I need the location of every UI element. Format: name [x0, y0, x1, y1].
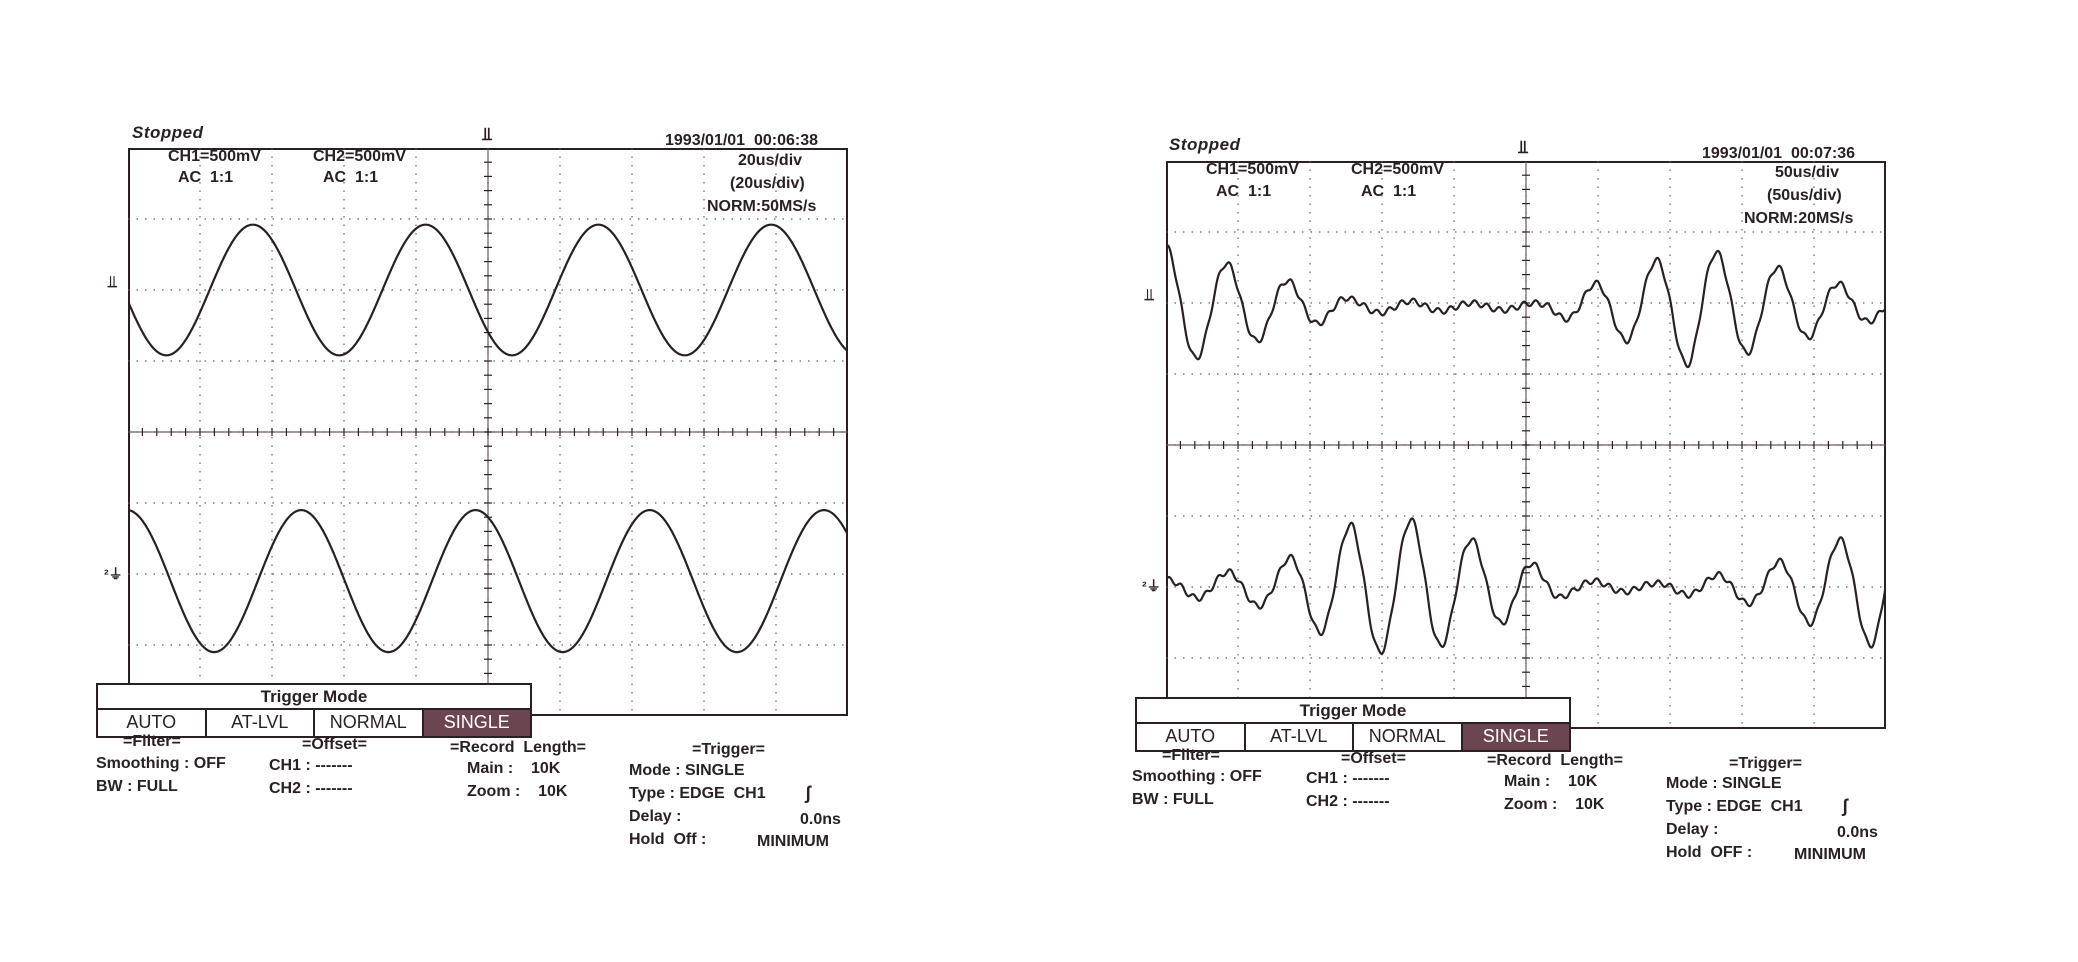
trigger-type: Type : EDGE CH1: [629, 785, 766, 802]
rising-edge-icon: ʃ: [805, 783, 811, 803]
timebase-label: 50us/div: [1775, 164, 1840, 181]
trigger-normal-button[interactable]: NORMAL: [315, 710, 424, 736]
trigger-holdoff-value: MINIMUM: [757, 833, 829, 850]
timebase-zoom-label: (50us/div): [1767, 187, 1842, 204]
datetime-label: 1993/01/01 00:06:38: [665, 132, 819, 149]
record-main: Main : 10K: [1504, 773, 1598, 790]
trigger-mode-title: Trigger Mode: [260, 687, 368, 706]
filter-header: =Filter=: [1162, 747, 1220, 764]
waveform-display: [128, 148, 848, 716]
trigger-single-button[interactable]: SINGLE: [1462, 724, 1569, 750]
scope-capture-left: Stopped 1993/01/01 00:06:38 ⫫ CH1=500mV …: [96, 123, 848, 850]
trigger-type: Type : EDGE CH1: [1666, 798, 1803, 815]
trigger-mode-menu: Trigger Mode AUTO AT-LVL NORMAL SINGLE: [1135, 697, 1571, 752]
trace-ch1: [128, 223, 848, 357]
filter-smoothing: Smoothing : OFF: [1132, 768, 1262, 785]
ch1-scale-label: CH1=500mV: [1206, 161, 1299, 178]
trace-ch1: [1166, 244, 1886, 369]
trigger-single-button[interactable]: SINGLE: [423, 710, 530, 736]
trigger-holdoff: Hold Off :: [629, 831, 707, 848]
trigger-holdoff: Hold OFF :: [1666, 844, 1753, 861]
trigger-delay: Delay :: [629, 808, 682, 825]
offset-header: =Offset=: [302, 736, 367, 753]
trigger-mode-menu: Trigger Mode AUTO AT-LVL NORMAL SINGLE: [96, 683, 532, 738]
trigger-auto-button[interactable]: AUTO: [1137, 724, 1246, 750]
timebase-label: 20us/div: [738, 152, 803, 169]
trigger-delay-value: 0.0ns: [800, 811, 841, 828]
trigger-auto-button[interactable]: AUTO: [98, 710, 207, 736]
scope-capture-right: Stopped 1993/01/01 00:07:36 ⫫ CH1=500mV …: [1039, 0, 2078, 962]
sampling-label: NORM:50MS/s: [707, 198, 817, 215]
record-header: =Record Length=: [1487, 752, 1624, 769]
ch1-coupling-label: AC 1:1: [1216, 183, 1272, 200]
timebase-zoom-label: (20us/div): [730, 175, 805, 192]
trigger-delay: Delay :: [1666, 821, 1719, 838]
rising-edge-icon: ʃ: [1842, 796, 1848, 816]
waveform-display: [1166, 161, 1886, 729]
trigger-position-marker-icon: ⫫: [482, 124, 493, 144]
status-label: Stopped: [132, 123, 204, 142]
ch1-coupling-label: AC 1:1: [178, 169, 234, 186]
ch2-ground-marker-icon: ²⏚: [104, 566, 123, 582]
trigger-mode: Mode : SINGLE: [1666, 775, 1782, 792]
ch2-coupling-label: AC 1:1: [323, 169, 379, 186]
record-main: Main : 10K: [467, 760, 561, 777]
offset-ch2: CH2 : -------: [269, 780, 353, 797]
record-zoom: Zoom : 10K: [467, 783, 568, 800]
status-label: Stopped: [1169, 135, 1241, 154]
ch2-scale-label: CH2=500mV: [1351, 161, 1444, 178]
trigger-normal-button[interactable]: NORMAL: [1354, 724, 1463, 750]
offset-header: =Offset=: [1341, 750, 1406, 767]
ch1-ground-marker-icon: ⫫: [108, 274, 117, 291]
trigger-mode-options: AUTO AT-LVL NORMAL SINGLE: [1137, 722, 1569, 750]
offset-ch2: CH2 : -------: [1306, 793, 1390, 810]
sampling-label: NORM:20MS/s: [1744, 210, 1854, 227]
ch2-coupling-label: AC 1:1: [1361, 183, 1417, 200]
offset-ch1: CH1 : -------: [1306, 770, 1390, 787]
record-zoom: Zoom : 10K: [1504, 796, 1605, 813]
trigger-header: =Trigger=: [692, 741, 765, 758]
trace-ch2: [1166, 517, 1886, 655]
ch2-ground-marker-icon: ²⏚: [1142, 578, 1161, 594]
ch1-ground-marker-icon: ⫫: [1145, 287, 1154, 304]
trigger-delay-value: 0.0ns: [1837, 824, 1878, 841]
ch2-scale-label: CH2=500mV: [313, 148, 406, 165]
filter-smoothing: Smoothing : OFF: [96, 755, 226, 772]
offset-ch1: CH1 : -------: [269, 757, 353, 774]
trigger-position-marker-icon: ⫫: [1518, 137, 1529, 157]
trigger-mode-title: Trigger Mode: [1299, 701, 1407, 720]
record-header: =Record Length=: [450, 739, 587, 756]
trigger-mode: Mode : SINGLE: [629, 762, 745, 779]
trace-ch2: [128, 509, 848, 654]
ch1-scale-label: CH1=500mV: [168, 148, 261, 165]
filter-header: =Filter=: [123, 733, 181, 750]
trigger-mode-options: AUTO AT-LVL NORMAL SINGLE: [98, 708, 530, 736]
trigger-header: =Trigger=: [1729, 755, 1802, 772]
trigger-holdoff-value: MINIMUM: [1794, 846, 1866, 863]
filter-bw: BW : FULL: [96, 778, 178, 795]
datetime-label: 1993/01/01 00:07:36: [1702, 145, 1856, 162]
filter-bw: BW : FULL: [1132, 791, 1214, 808]
trigger-at-lvl-button[interactable]: AT-LVL: [1246, 724, 1354, 750]
trigger-at-lvl-button[interactable]: AT-LVL: [207, 710, 315, 736]
